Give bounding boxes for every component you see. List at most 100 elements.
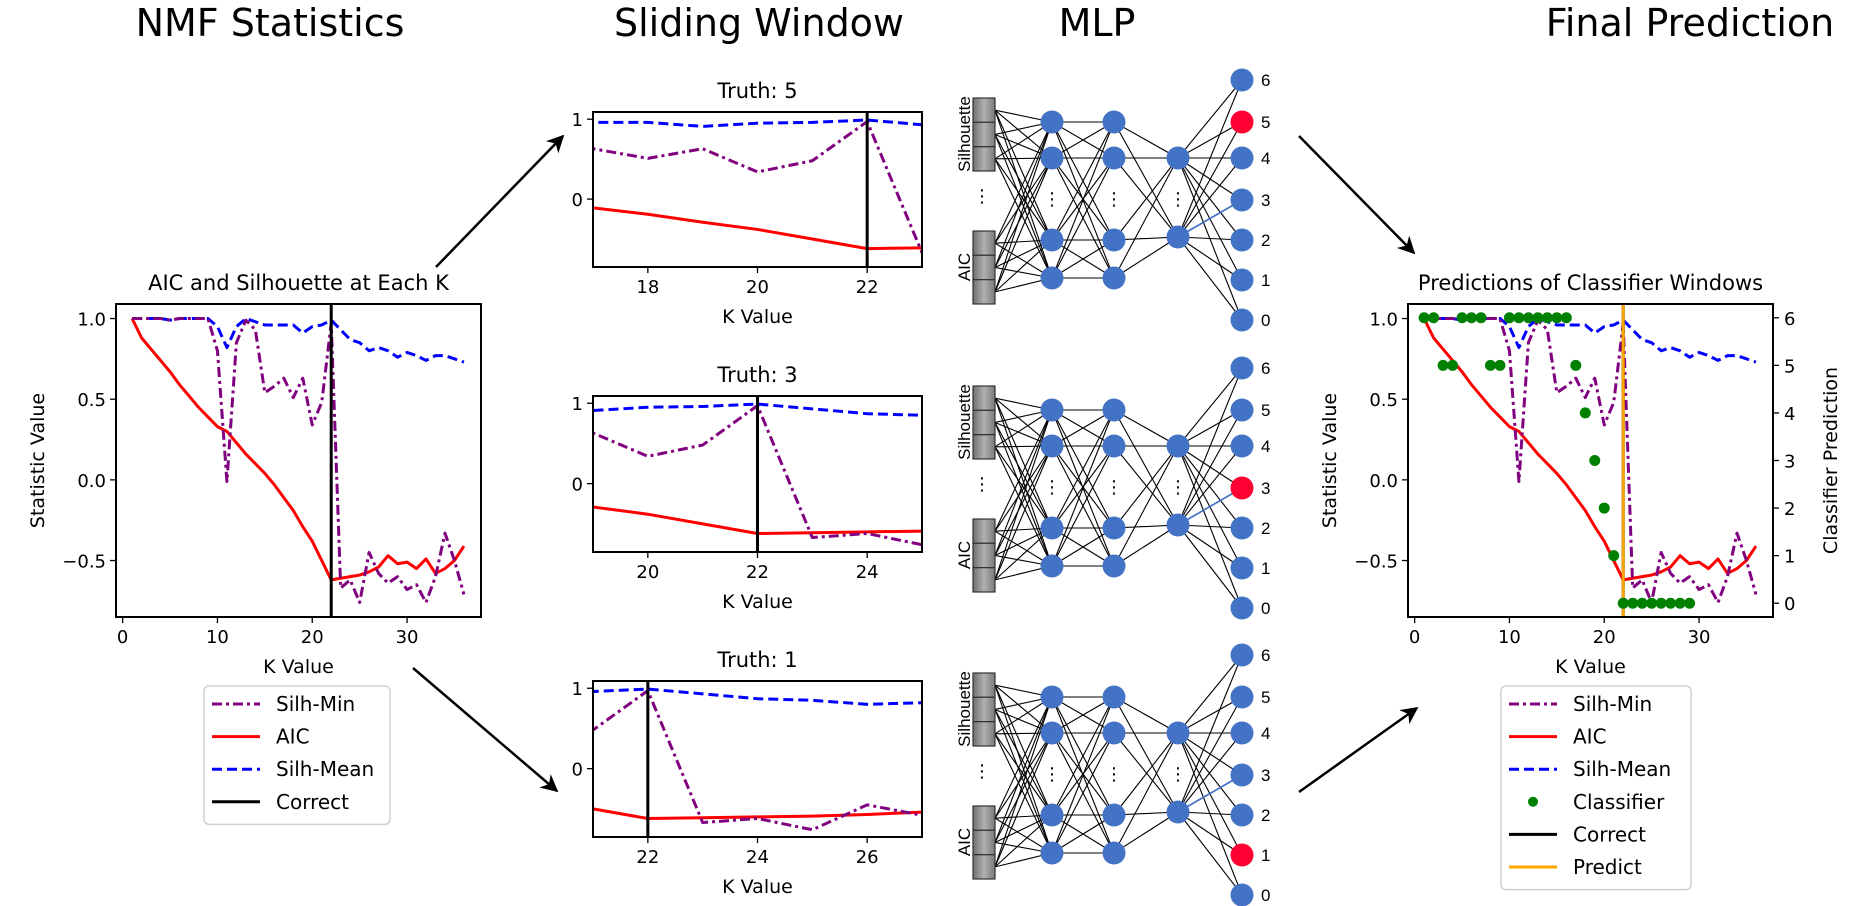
classifier-point <box>1589 455 1601 466</box>
arrow-to-window1 <box>435 134 565 268</box>
connection <box>1177 696 1243 813</box>
legend: Silh-Min AIC Silh-Mean Classifier Correct Pre… <box>1500 685 1692 891</box>
x-tick-label: 30 <box>1688 627 1711 648</box>
y-tick-label: 1 <box>572 679 583 700</box>
output-node <box>1230 596 1254 620</box>
connection <box>1051 696 1115 816</box>
classifier-point <box>1418 312 1430 324</box>
legend-label: Correct <box>276 790 349 814</box>
legend-item-predict: Predict <box>1509 855 1642 879</box>
connection <box>1113 157 1179 238</box>
connection <box>994 409 1053 581</box>
section-title-nmf: NMF Statistics <box>136 1 405 45</box>
ellipsis-icon: ⋮ <box>1043 477 1061 498</box>
chart-title: Truth: 1 <box>716 648 797 672</box>
connection <box>994 157 1053 293</box>
legend-item-aic: AIC <box>1509 725 1607 749</box>
classifier-point <box>1617 597 1629 609</box>
chart-window2: 20 22 24 0 1 Truth: 3 K Value <box>572 363 923 613</box>
connection <box>1177 811 1243 856</box>
classifier-point <box>1579 407 1591 419</box>
ellipsis-icon: ⋮ <box>973 474 991 495</box>
connection <box>1177 367 1243 526</box>
connection <box>1177 121 1243 159</box>
connection <box>994 397 1053 529</box>
chart-window3: 22 24 26 0 1 Truth: 1 K Value <box>572 648 923 898</box>
classifier-point <box>1598 502 1610 514</box>
input-label-silhouette: Silhouette <box>955 96 974 172</box>
classifier-point <box>1522 312 1534 324</box>
hidden-node <box>1166 721 1190 745</box>
right-y-tick-label: 4 <box>1784 404 1795 425</box>
section-title-mlp: MLP <box>1059 1 1136 45</box>
connection <box>994 109 1053 241</box>
x-tick-label: 20 <box>746 277 769 298</box>
x-tick-label: 10 <box>1498 627 1521 648</box>
output-node-predicted <box>1230 110 1254 134</box>
x-tick-label: 22 <box>636 847 659 868</box>
output-node <box>1230 398 1254 422</box>
y-tick-label: 1.0 <box>77 310 106 331</box>
connection <box>994 409 1053 532</box>
output-label: 2 <box>1261 519 1270 538</box>
y-axis-label: Statistic Value <box>1319 393 1341 528</box>
highlighted-connection <box>1177 199 1243 238</box>
classifier-point <box>1513 312 1525 324</box>
input-cell <box>972 696 996 723</box>
connection <box>1113 121 1179 238</box>
connection <box>1177 524 1243 569</box>
connection <box>1177 696 1243 734</box>
output-label: 4 <box>1261 149 1270 168</box>
connection <box>994 157 1053 268</box>
chart-nmf: 0 10 20 30 −0.5 0.0 0.5 1.0 AIC and Silhouette a… <box>27 271 482 826</box>
x-tick-label: 22 <box>746 562 769 583</box>
legend-label: Silh-Mean <box>276 757 374 781</box>
output-node <box>1230 68 1254 92</box>
mlp-network-2: Silhouette AIC ⋮ ⋮ ⋮ ⋮ 6 5 4 3 2 1 0 <box>955 356 1270 620</box>
output-label: 1 <box>1261 559 1270 578</box>
legend-label: Silh-Mean <box>1573 757 1671 781</box>
hidden-node <box>1102 803 1126 827</box>
input-label-silhouette: Silhouette <box>955 671 974 747</box>
connection <box>1113 409 1179 526</box>
x-tick-label: 20 <box>1593 627 1616 648</box>
ellipsis-icon: ⋮ <box>1169 477 1187 498</box>
legend: Silh-Min AIC Silh-Mean Correct <box>203 685 391 826</box>
input-cell <box>972 230 996 256</box>
connection <box>1113 732 1179 813</box>
connection <box>994 445 1053 581</box>
arrow-to-final-bottom <box>1298 706 1419 794</box>
connection <box>1051 121 1115 159</box>
legend-label: Correct <box>1573 822 1646 846</box>
y-tick-label: 0 <box>572 760 583 781</box>
classifier-point <box>1456 312 1468 324</box>
connection <box>1113 121 1179 159</box>
connection <box>994 445 1053 556</box>
classifier-point <box>1551 312 1563 324</box>
output-label: 5 <box>1261 401 1270 420</box>
ellipsis-icon: ⋮ <box>1043 764 1061 785</box>
x-axis-label: K Value <box>263 656 334 678</box>
classifier-point <box>1428 312 1440 324</box>
hidden-node <box>1040 228 1064 252</box>
connection <box>994 157 1053 244</box>
classifier-point <box>1494 359 1506 371</box>
input-cell <box>972 385 996 411</box>
connection <box>1051 121 1115 241</box>
chart-title: Truth: 3 <box>716 363 797 387</box>
plot-area <box>593 681 922 837</box>
legend-label: Classifier <box>1573 790 1665 814</box>
ellipsis-icon: ⋮ <box>1105 764 1123 785</box>
connection <box>1113 445 1179 567</box>
output-node <box>1230 883 1254 906</box>
arrow-to-final-top <box>1298 135 1416 255</box>
connection <box>1051 696 1115 854</box>
y-tick-label: −0.5 <box>1354 552 1398 573</box>
y-tick-label: 0.0 <box>1369 471 1398 492</box>
input-cell <box>972 829 996 856</box>
output-node <box>1230 721 1254 745</box>
connection <box>994 527 1053 581</box>
right-y-tick-label: 0 <box>1784 594 1795 615</box>
connection <box>1177 445 1243 526</box>
